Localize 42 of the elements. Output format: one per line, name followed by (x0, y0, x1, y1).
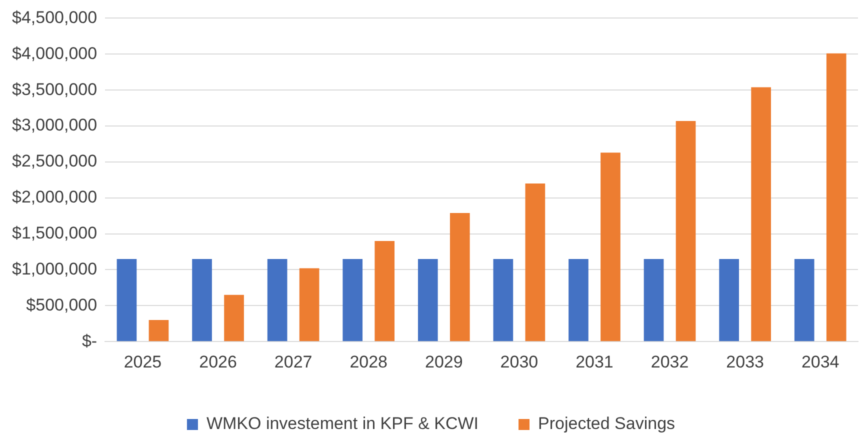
bar (600, 152, 620, 342)
bar (192, 258, 212, 342)
legend-label: WMKO investement in KPF & KCWI (206, 414, 479, 434)
bar (116, 258, 137, 342)
x-tick-label: 2032 (650, 352, 689, 372)
bar (826, 53, 846, 342)
y-tick-label: $1,000,000 (12, 259, 98, 278)
y-tick-label: $1,500,000 (12, 223, 98, 242)
y-tick-label: $2,000,000 (12, 188, 98, 207)
bar (719, 258, 739, 342)
bar (267, 258, 288, 342)
bar (644, 258, 664, 342)
x-tick-label: 2030 (500, 352, 538, 372)
bar (374, 240, 395, 342)
x-tick-label: 2029 (424, 352, 463, 372)
y-tick-label: $3,000,000 (12, 116, 98, 135)
bar (450, 212, 470, 342)
bar (676, 120, 696, 342)
y-tick-label: $3,500,000 (12, 80, 98, 99)
bar (794, 258, 814, 342)
bar (148, 320, 169, 342)
x-tick-label: 2028 (350, 352, 388, 372)
bar (525, 183, 546, 342)
y-tick-label: $- (82, 331, 98, 350)
bar (568, 258, 588, 342)
x-tick-label: 2033 (726, 352, 764, 372)
y-tick-label: $2,500,000 (12, 152, 98, 171)
bar (224, 294, 244, 342)
x-tick-label: 2034 (801, 352, 840, 372)
bar (418, 258, 438, 342)
y-tick-label: $4,000,000 (12, 44, 98, 63)
bar (493, 258, 514, 342)
x-tick-label: 2031 (576, 352, 614, 372)
bar (342, 258, 363, 342)
bar (299, 268, 320, 342)
x-tick-label: 2027 (274, 352, 312, 372)
x-tick-label: 2026 (199, 352, 237, 372)
bar (751, 87, 771, 342)
y-tick-label: $4,500,000 (12, 8, 98, 27)
y-tick-label: $500,000 (26, 295, 98, 314)
legend-label: Projected Savings (538, 414, 676, 434)
x-tick-label: 2025 (124, 352, 162, 372)
